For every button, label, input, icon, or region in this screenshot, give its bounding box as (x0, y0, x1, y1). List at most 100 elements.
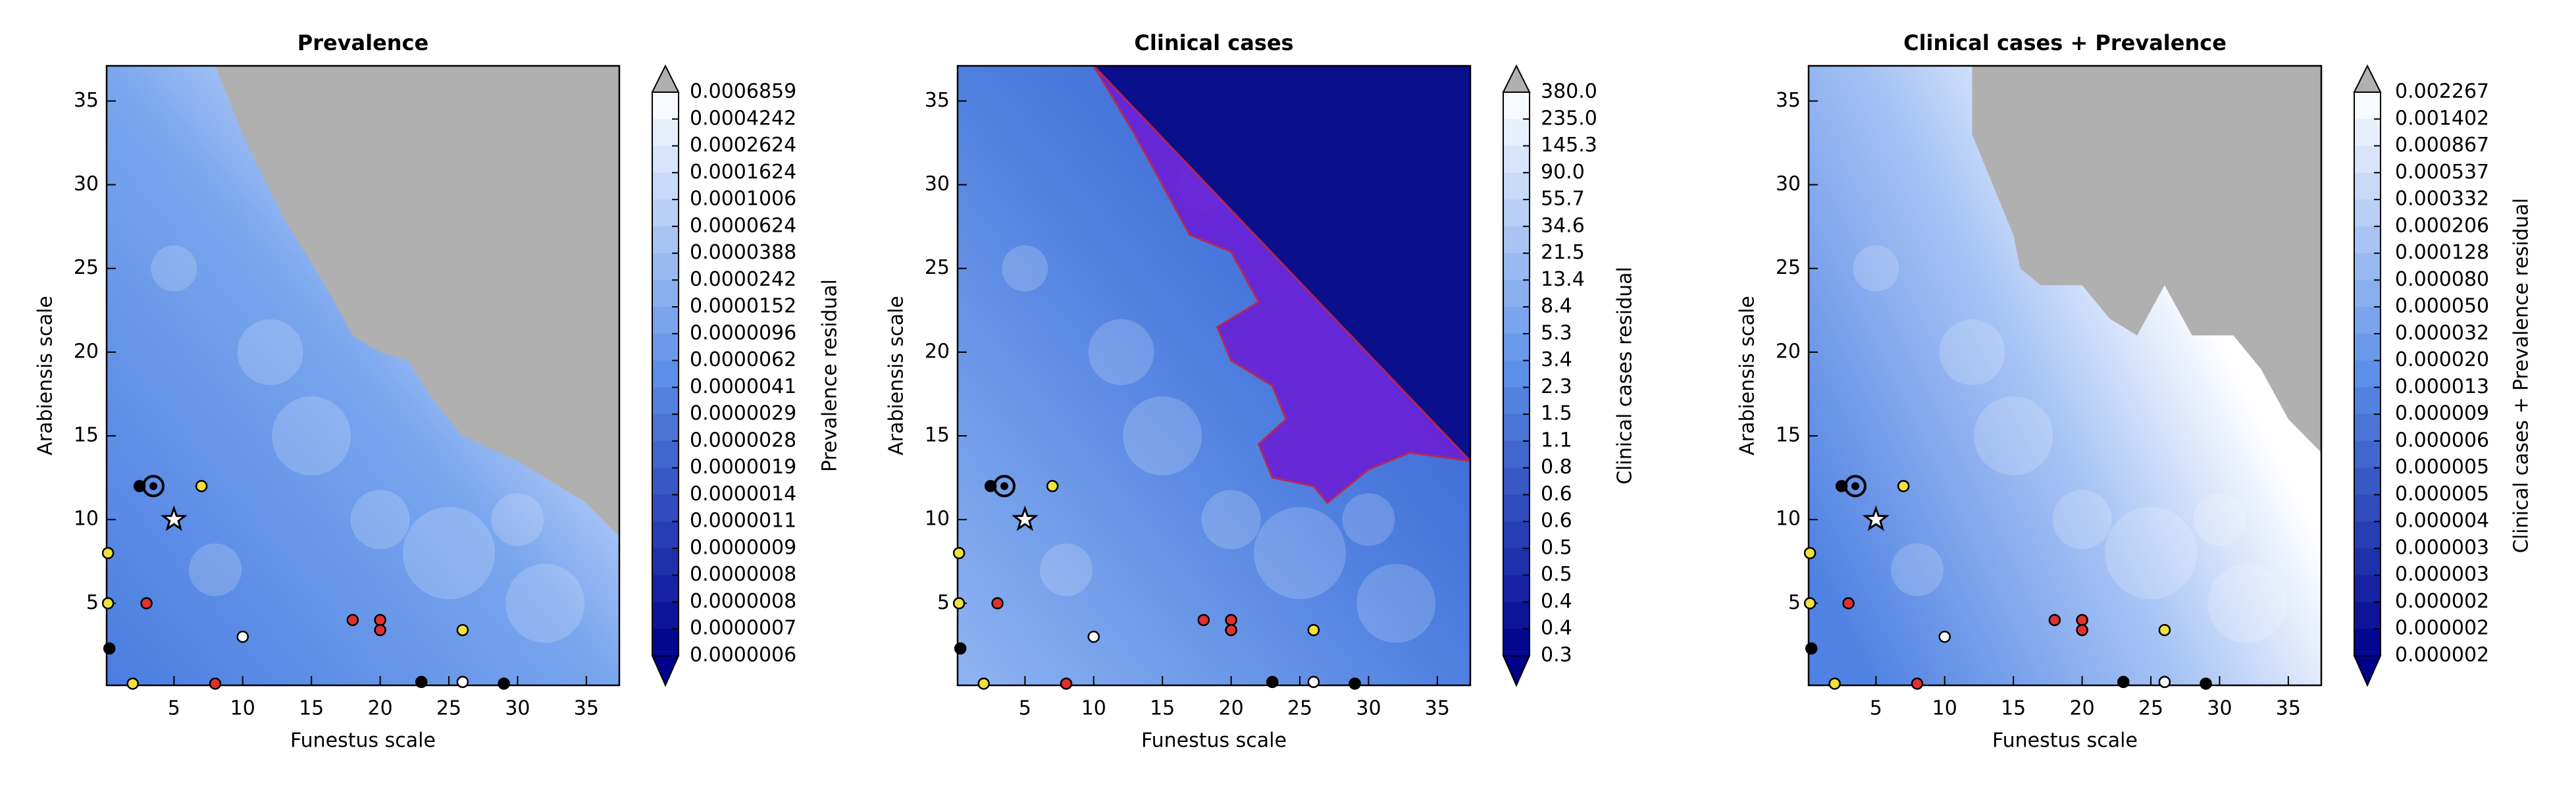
site-marker-center (1000, 482, 1009, 490)
colorbar-tick-label: 0.000013 (2395, 375, 2489, 398)
y-tick-label: 20 (1776, 340, 1801, 363)
site-point (195, 480, 208, 492)
colorbar-tick-label: 0.0000014 (690, 483, 796, 506)
y-tick-label: 15 (1776, 424, 1801, 447)
colorbar-tick-label: 0.000004 (2395, 510, 2489, 533)
site-point (346, 614, 359, 627)
colorbar-tick-label: 0.5 (1541, 563, 1572, 586)
x-tick-label: 30 (2207, 697, 2232, 720)
site-point (2200, 677, 2212, 690)
colorbar-under (651, 655, 680, 687)
site-point (1307, 675, 1320, 689)
colorbar-tick-label: 0.000009 (2395, 402, 2489, 425)
site-point (2048, 614, 2061, 627)
site-point (456, 675, 469, 689)
x-tick-label: 25 (436, 697, 461, 720)
colorbar-tick-label: 0.0000009 (690, 536, 796, 559)
colorbar-segment (2354, 414, 2381, 442)
plot-area (958, 66, 1470, 685)
site-point (236, 630, 249, 643)
colorbar-tick-label: 0.000006 (2395, 429, 2489, 452)
colorbar-tick-label: 34.6 (1541, 214, 1585, 237)
site-point (1087, 630, 1100, 643)
site-point (1803, 597, 1816, 610)
colorbar-segment (652, 521, 679, 549)
site-point (103, 642, 116, 655)
x-tick-label: 5 (1870, 697, 1882, 720)
plot-area (107, 66, 619, 685)
y-axis-label: Arabiensis scale (885, 296, 908, 456)
field-blob (2052, 490, 2112, 550)
field-blob (2207, 564, 2287, 643)
colorbar-tick-label: 0.0000388 (690, 241, 796, 264)
colorbar-segment (652, 387, 679, 415)
field-blob (403, 507, 496, 600)
y-tick-label: 35 (74, 89, 99, 112)
colorbar-tick-label: 0.000206 (2395, 214, 2489, 237)
colorbar-segment (1503, 199, 1530, 227)
colorbar-segment (652, 360, 679, 388)
field-blob (1039, 543, 1093, 596)
site-point (2076, 614, 2088, 627)
colorbar-segment (1503, 92, 1530, 120)
colorbar-segment (1503, 172, 1530, 200)
y-tick-label: 5 (1788, 591, 1801, 614)
colorbar-tick-label: 0.0000008 (690, 590, 796, 613)
x-tick-label: 25 (1287, 697, 1312, 720)
y-tick-label: 35 (1776, 89, 1801, 112)
colorbar-tick-label: 0.0001624 (690, 161, 796, 184)
star-marker (1863, 505, 1890, 531)
colorbar-segment (652, 494, 679, 522)
y-tick-label: 10 (925, 508, 950, 531)
star-marker (161, 505, 188, 531)
colorbar-tick-label: 0.000080 (2395, 268, 2489, 291)
y-axis-label: Arabiensis scale (1736, 296, 1759, 456)
field-blob (1342, 493, 1395, 546)
site-point (991, 597, 1004, 610)
colorbar-tick-label: 2.3 (1541, 375, 1572, 398)
field-blob (1254, 507, 1347, 600)
masked-region (1972, 66, 2321, 453)
colorbar-tick-label: 0.6 (1541, 483, 1572, 506)
field-blob (237, 319, 303, 385)
x-tick-label: 20 (368, 697, 393, 720)
colorbar-tick-label: 3.4 (1541, 348, 1572, 371)
y-tick-label: 10 (1776, 508, 1801, 531)
colorbar-tick-label: 0.000050 (2395, 295, 2489, 318)
site-point (456, 623, 469, 637)
axes-frame (105, 65, 621, 687)
colorbar-segment (1503, 548, 1530, 576)
field-blob (1002, 245, 1048, 292)
panel-title: Prevalence (297, 30, 429, 55)
site-point (1060, 677, 1073, 690)
colorbar-tick-label: 0.000002 (2395, 590, 2489, 613)
colorbar-segment (2354, 172, 2381, 200)
site-point (1897, 480, 1910, 492)
y-tick-label: 25 (74, 256, 99, 279)
colorbar-segment (1503, 253, 1530, 280)
site-point (984, 480, 997, 492)
colorbar-tick-label: 235.0 (1541, 107, 1597, 130)
panel-title: Clinical cases (1134, 30, 1293, 55)
colorbar-tick-label: 0.4 (1541, 590, 1572, 613)
site-point (1828, 677, 1841, 690)
y-tick-label: 5 (86, 591, 99, 614)
field-blob (505, 564, 585, 643)
colorbar-tick-label: 0.000020 (2395, 348, 2489, 371)
y-tick-label: 15 (925, 424, 950, 447)
site-point (101, 546, 115, 560)
x-tick-label: 25 (2138, 697, 2163, 720)
site-point (133, 480, 146, 492)
site-point (2158, 623, 2171, 637)
colorbar-tick-label: 13.4 (1541, 268, 1585, 291)
colorbar-over (2353, 64, 2382, 93)
axes-frame (956, 65, 1472, 687)
field-blob (2193, 493, 2246, 546)
colorbar-segment (1503, 307, 1530, 334)
site-point (1805, 642, 1818, 655)
colorbar-tick-label: 0.000005 (2395, 483, 2489, 506)
y-tick-label: 20 (74, 340, 99, 363)
x-tick-label: 10 (1081, 697, 1106, 720)
site-point (952, 597, 966, 610)
